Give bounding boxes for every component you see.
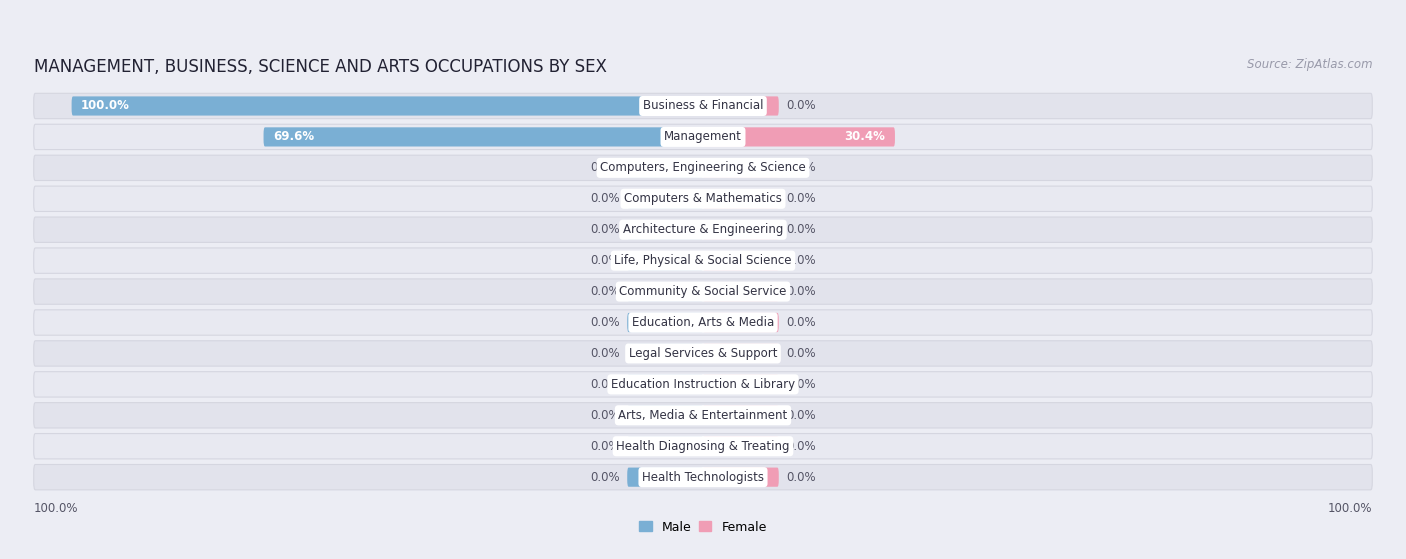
Text: 30.4%: 30.4% [845,130,886,144]
Text: Education, Arts & Media: Education, Arts & Media [631,316,775,329]
Text: Architecture & Engineering: Architecture & Engineering [623,223,783,236]
Text: 0.0%: 0.0% [591,223,620,236]
Text: Source: ZipAtlas.com: Source: ZipAtlas.com [1247,58,1372,71]
FancyBboxPatch shape [627,406,703,425]
FancyBboxPatch shape [703,437,779,456]
FancyBboxPatch shape [703,158,779,177]
Text: Arts, Media & Entertainment: Arts, Media & Entertainment [619,409,787,422]
FancyBboxPatch shape [34,124,1372,150]
FancyBboxPatch shape [34,465,1372,490]
Text: 0.0%: 0.0% [591,316,620,329]
Text: 0.0%: 0.0% [786,440,815,453]
Text: 69.6%: 69.6% [273,130,314,144]
FancyBboxPatch shape [627,189,703,209]
Text: 0.0%: 0.0% [786,471,815,484]
Text: Management: Management [664,130,742,144]
FancyBboxPatch shape [703,344,779,363]
Text: 0.0%: 0.0% [591,440,620,453]
Text: Community & Social Service: Community & Social Service [619,285,787,298]
FancyBboxPatch shape [627,344,703,363]
Text: 100.0%: 100.0% [34,501,79,515]
FancyBboxPatch shape [627,467,703,487]
FancyBboxPatch shape [627,158,703,177]
Text: 0.0%: 0.0% [591,254,620,267]
Legend: Male, Female: Male, Female [640,520,766,533]
FancyBboxPatch shape [627,220,703,239]
Text: Computers & Mathematics: Computers & Mathematics [624,192,782,205]
Text: 0.0%: 0.0% [786,285,815,298]
FancyBboxPatch shape [703,127,896,146]
Text: 100.0%: 100.0% [1327,501,1372,515]
FancyBboxPatch shape [72,96,703,116]
FancyBboxPatch shape [34,279,1372,304]
FancyBboxPatch shape [263,127,703,146]
Text: Education Instruction & Library: Education Instruction & Library [612,378,794,391]
Text: Health Technologists: Health Technologists [643,471,763,484]
FancyBboxPatch shape [627,313,703,332]
Text: Health Diagnosing & Treating: Health Diagnosing & Treating [616,440,790,453]
FancyBboxPatch shape [34,248,1372,273]
Text: 0.0%: 0.0% [591,162,620,174]
Text: Computers, Engineering & Science: Computers, Engineering & Science [600,162,806,174]
FancyBboxPatch shape [627,282,703,301]
Text: Legal Services & Support: Legal Services & Support [628,347,778,360]
Text: 0.0%: 0.0% [786,347,815,360]
Text: 0.0%: 0.0% [591,192,620,205]
FancyBboxPatch shape [627,375,703,394]
Text: 0.0%: 0.0% [786,254,815,267]
FancyBboxPatch shape [703,96,779,116]
FancyBboxPatch shape [34,341,1372,366]
Text: 0.0%: 0.0% [591,285,620,298]
FancyBboxPatch shape [703,282,779,301]
FancyBboxPatch shape [34,372,1372,397]
FancyBboxPatch shape [34,93,1372,119]
FancyBboxPatch shape [703,313,779,332]
Text: 0.0%: 0.0% [786,162,815,174]
FancyBboxPatch shape [703,467,779,487]
Text: 0.0%: 0.0% [786,223,815,236]
FancyBboxPatch shape [703,406,779,425]
FancyBboxPatch shape [627,251,703,270]
Text: 0.0%: 0.0% [786,378,815,391]
FancyBboxPatch shape [34,217,1372,243]
FancyBboxPatch shape [34,434,1372,459]
Text: 0.0%: 0.0% [591,409,620,422]
FancyBboxPatch shape [34,155,1372,181]
FancyBboxPatch shape [703,375,779,394]
Text: Life, Physical & Social Science: Life, Physical & Social Science [614,254,792,267]
Text: MANAGEMENT, BUSINESS, SCIENCE AND ARTS OCCUPATIONS BY SEX: MANAGEMENT, BUSINESS, SCIENCE AND ARTS O… [34,58,606,76]
Text: Business & Financial: Business & Financial [643,100,763,112]
FancyBboxPatch shape [703,189,779,209]
Text: 0.0%: 0.0% [591,471,620,484]
Text: 0.0%: 0.0% [786,316,815,329]
FancyBboxPatch shape [34,402,1372,428]
Text: 0.0%: 0.0% [591,378,620,391]
FancyBboxPatch shape [703,220,779,239]
Text: 100.0%: 100.0% [82,100,129,112]
Text: 0.0%: 0.0% [786,100,815,112]
FancyBboxPatch shape [34,186,1372,211]
Text: 0.0%: 0.0% [591,347,620,360]
FancyBboxPatch shape [627,437,703,456]
FancyBboxPatch shape [34,310,1372,335]
Text: 0.0%: 0.0% [786,409,815,422]
FancyBboxPatch shape [703,251,779,270]
Text: 0.0%: 0.0% [786,192,815,205]
